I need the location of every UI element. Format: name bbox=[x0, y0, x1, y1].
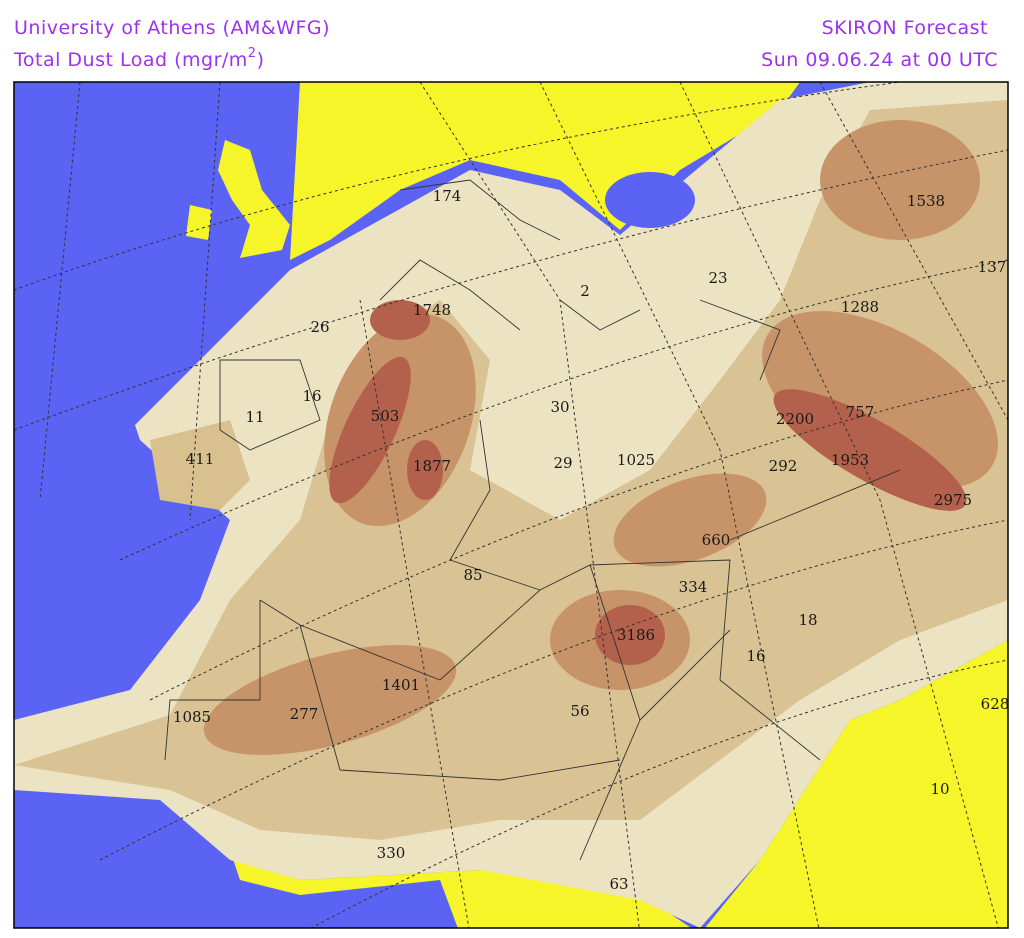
graticule bbox=[14, 82, 1008, 928]
dust-value-label: 56 bbox=[570, 702, 589, 720]
dust-value-label: 174 bbox=[433, 187, 462, 205]
dust-value-label: 85 bbox=[463, 566, 482, 584]
black-sea bbox=[605, 172, 695, 228]
quantity-text: Total Dust Load (mgr/m bbox=[13, 49, 248, 71]
dust-value-label: 1288 bbox=[841, 298, 879, 316]
dust-value-label: 2975 bbox=[934, 491, 972, 509]
dust-value-label: 23 bbox=[708, 269, 727, 287]
header-model: SKIRON Forecast bbox=[822, 17, 988, 39]
map-frame bbox=[13, 81, 1009, 929]
quantity-sup: 2 bbox=[248, 46, 257, 61]
dust-value-label: 3186 bbox=[617, 626, 655, 644]
dust-value-label: 277 bbox=[290, 705, 319, 723]
dust-value-label: 1085 bbox=[173, 708, 211, 726]
dust-medium-west bbox=[150, 420, 250, 510]
dust-very-high bbox=[329, 300, 967, 665]
value-labels: 174 26 1748 16 11 503 411 1877 30 29 1025 23 2 1538 13… bbox=[173, 187, 1010, 893]
header-institution: University of Athens (AM&WFG) bbox=[14, 17, 330, 39]
dust-value-label: 628 bbox=[981, 695, 1010, 713]
dust-value-label: 16 bbox=[746, 647, 765, 665]
dust-value-label: 1025 bbox=[617, 451, 655, 469]
quantity-end: ) bbox=[257, 49, 265, 71]
dust-value-label: 10 bbox=[930, 780, 949, 798]
dust-value-label: 1748 bbox=[413, 301, 451, 319]
dust-value-label: 1877 bbox=[413, 457, 451, 475]
dust-value-label: 29 bbox=[553, 454, 572, 472]
dust-value-label: 1953 bbox=[831, 451, 869, 469]
dust-value-label: 1401 bbox=[382, 676, 420, 694]
header-date: Sun 09.06.24 at 00 UTC bbox=[761, 49, 998, 71]
dust-value-label: 11 bbox=[245, 408, 264, 426]
header-quantity: Total Dust Load (mgr/m2) bbox=[13, 46, 265, 71]
land-uk bbox=[186, 140, 290, 258]
dust-value-label: 411 bbox=[186, 450, 215, 468]
land-europe bbox=[290, 82, 800, 260]
dust-value-label: 30 bbox=[550, 398, 569, 416]
land-africa-east bbox=[704, 640, 1008, 928]
dust-value-label: 16 bbox=[302, 387, 321, 405]
dust-value-label: 18 bbox=[798, 611, 817, 629]
borders bbox=[164, 179, 901, 861]
dust-value-label: 292 bbox=[769, 457, 798, 475]
dust-value-label: 2200 bbox=[776, 410, 814, 428]
dust-value-label: 503 bbox=[371, 407, 400, 425]
dust-value-label: 757 bbox=[846, 403, 875, 421]
dust-value-label: 1538 bbox=[907, 192, 945, 210]
dust-value-label: 330 bbox=[377, 844, 406, 862]
dust-value-label: 26 bbox=[310, 318, 329, 336]
dust-value-label: 660 bbox=[702, 531, 731, 549]
dust-value-label: 63 bbox=[609, 875, 628, 893]
map-area: 174 26 1748 16 11 503 411 1877 30 29 1025 23 2 1538 13… bbox=[14, 82, 1010, 928]
dust-value-label: 137 bbox=[978, 258, 1007, 276]
dust-value-label: 334 bbox=[679, 578, 708, 596]
dust-value-label: 2 bbox=[580, 282, 590, 300]
dust-medium bbox=[14, 100, 1008, 840]
